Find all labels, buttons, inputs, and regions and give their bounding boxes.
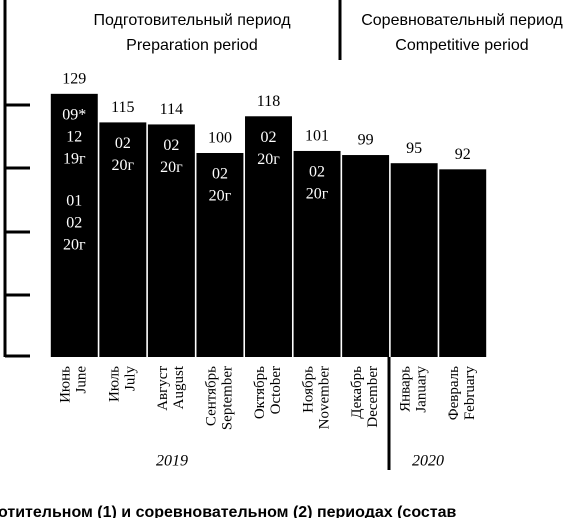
inner-label: 02: [212, 166, 228, 183]
inner-label: 20г: [112, 157, 135, 174]
inner-label: 20г: [63, 237, 86, 254]
header: Competitive period: [395, 37, 528, 54]
x-tick-label: August: [171, 365, 187, 409]
x-tick-label: Июнь: [58, 366, 74, 403]
value-label: 101: [305, 128, 329, 145]
inner-label: 20г: [160, 159, 183, 176]
bar: [245, 116, 292, 357]
value-label: 129: [62, 71, 86, 88]
bar: [50, 93, 98, 357]
bar: [342, 155, 390, 357]
bar: [293, 150, 341, 357]
bar: [196, 153, 244, 357]
header: Подготовительный период: [93, 12, 291, 29]
x-tick-label: Ноябрь: [300, 366, 316, 413]
value-label: 99: [358, 132, 374, 149]
inner-label: 20г: [257, 151, 280, 168]
bar: [439, 169, 487, 357]
inner-label: 20г: [209, 188, 232, 205]
inner-label: 02: [261, 129, 277, 146]
inner-label: 01: [66, 193, 82, 210]
x-tick-label: June: [74, 366, 90, 394]
header: Preparation period: [126, 37, 258, 54]
value-label: 92: [455, 146, 471, 163]
x-tick-label: November: [316, 366, 332, 429]
x-tick-label: July: [122, 366, 138, 392]
value-label: 118: [257, 93, 280, 110]
value-label: 100: [208, 130, 232, 147]
inner-label: 02: [163, 137, 179, 154]
inner-label: 09*: [62, 107, 86, 124]
x-tick-label: Июль: [106, 366, 122, 402]
value-label: 114: [160, 101, 183, 118]
bar: [147, 124, 195, 357]
inner-label: 12: [66, 129, 82, 146]
year: 2019: [156, 453, 188, 470]
inner-label: 19г: [63, 151, 86, 168]
x-tick-label: Август: [155, 366, 171, 411]
x-tick-label: October: [268, 366, 284, 414]
value-label: 95: [406, 140, 422, 157]
year: 2020: [412, 453, 444, 470]
header: Соревновательный период: [361, 12, 563, 29]
bar: [99, 122, 147, 358]
inner-label: 02: [66, 215, 82, 232]
x-tick-label: December: [365, 366, 381, 428]
x-tick-label: September: [219, 366, 235, 430]
caption: отительном (1) и соревновательном (2) пе…: [0, 504, 457, 518]
x-tick-label: Февраль: [446, 366, 462, 420]
x-tick-label: January: [414, 366, 430, 413]
axis: [3, 0, 391, 470]
inner-label: 02: [309, 164, 325, 181]
value-label: 115: [111, 99, 134, 116]
x-tick-label: Январь: [398, 366, 414, 412]
x-tick-label: Сентябрь: [203, 366, 219, 426]
bar: [390, 163, 438, 357]
x-tick-label: Октябрь: [252, 366, 268, 419]
inner-label: 20г: [306, 186, 329, 203]
x-tick-label: February: [462, 366, 478, 421]
x-tick-label: Декабрь: [349, 366, 365, 419]
inner-label: 02: [115, 135, 131, 152]
